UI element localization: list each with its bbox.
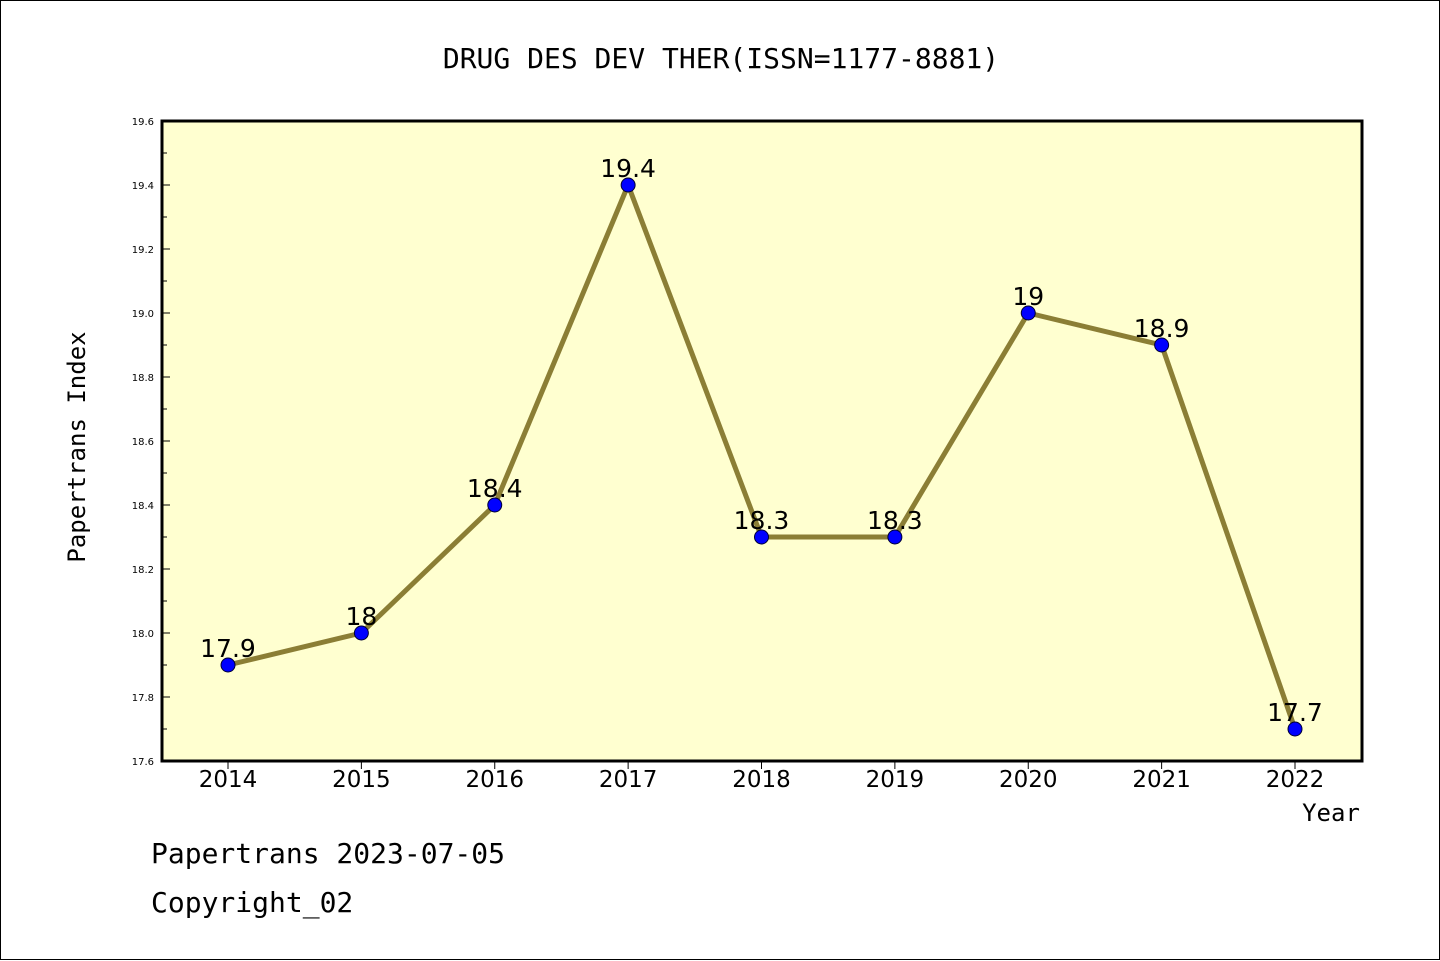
data-point — [754, 529, 769, 545]
data-label: 18.3 — [867, 506, 923, 535]
footer-date: Papertrans 2023-07-05 — [151, 837, 506, 870]
y-tick-label: 19.0 — [132, 309, 154, 320]
x-tick-label: 2018 — [732, 767, 791, 793]
y-tick-label: 18.0 — [132, 629, 154, 640]
y-tick-label: 18.6 — [132, 437, 154, 448]
y-axis: 17.6 17.8 18.0 18.2 18.4 18.6 18.8 19.0 19.2 19.4… — [132, 117, 170, 768]
x-tick-label: 2014 — [199, 767, 258, 793]
data-label: 19 — [1012, 282, 1044, 311]
data-label: 17.7 — [1267, 698, 1323, 727]
footer-copyright: Copyright_02 — [151, 886, 354, 919]
y-tick-label: 19.2 — [132, 245, 154, 256]
x-tick-label: 2015 — [332, 767, 391, 793]
data-point — [1020, 305, 1036, 321]
x-axis: 2014 2015 2016 2017 2018 2019 2020 2021 2022 — [199, 761, 1325, 793]
data-labels: 17.9 18 18.4 19.4 18.3 18.3 19 18.9 17.7 — [200, 154, 1323, 727]
y-axis-label: Papertrans Index — [63, 331, 91, 562]
data-markers — [220, 177, 1303, 737]
data-point — [620, 177, 636, 193]
x-tick-label: 2021 — [1132, 767, 1191, 793]
y-tick-label: 19.6 — [132, 117, 154, 128]
x-tick-label: 2019 — [866, 767, 925, 793]
data-label: 18.9 — [1134, 314, 1190, 343]
data-label: 19.4 — [600, 154, 656, 183]
plot-area — [160, 119, 1364, 763]
data-label: 18.3 — [734, 506, 790, 535]
data-point — [1287, 721, 1303, 737]
x-tick-label: 2016 — [465, 767, 524, 793]
x-tick-label: 2020 — [999, 767, 1058, 793]
y-tick-label: 19.4 — [132, 181, 154, 192]
data-label: 17.9 — [200, 634, 256, 663]
x-axis-label: Year — [1302, 799, 1360, 827]
data-label: 18 — [345, 602, 377, 631]
data-point — [487, 497, 503, 513]
y-tick-label: 18.4 — [132, 501, 154, 512]
data-label: 18.4 — [467, 474, 523, 503]
x-tick-label: 2022 — [1266, 767, 1325, 793]
x-tick-label: 2017 — [599, 767, 658, 793]
y-tick-label: 17.6 — [132, 757, 154, 768]
data-point — [220, 657, 236, 673]
data-point — [1154, 337, 1170, 353]
y-tick-label: 18.2 — [132, 565, 154, 576]
y-tick-label: 17.8 — [132, 693, 154, 704]
data-point — [887, 529, 903, 545]
y-tick-label: 18.8 — [132, 373, 154, 384]
data-point — [353, 625, 369, 641]
chart-title: DRUG DES DEV THER(ISSN=1177-8881) — [443, 42, 999, 75]
